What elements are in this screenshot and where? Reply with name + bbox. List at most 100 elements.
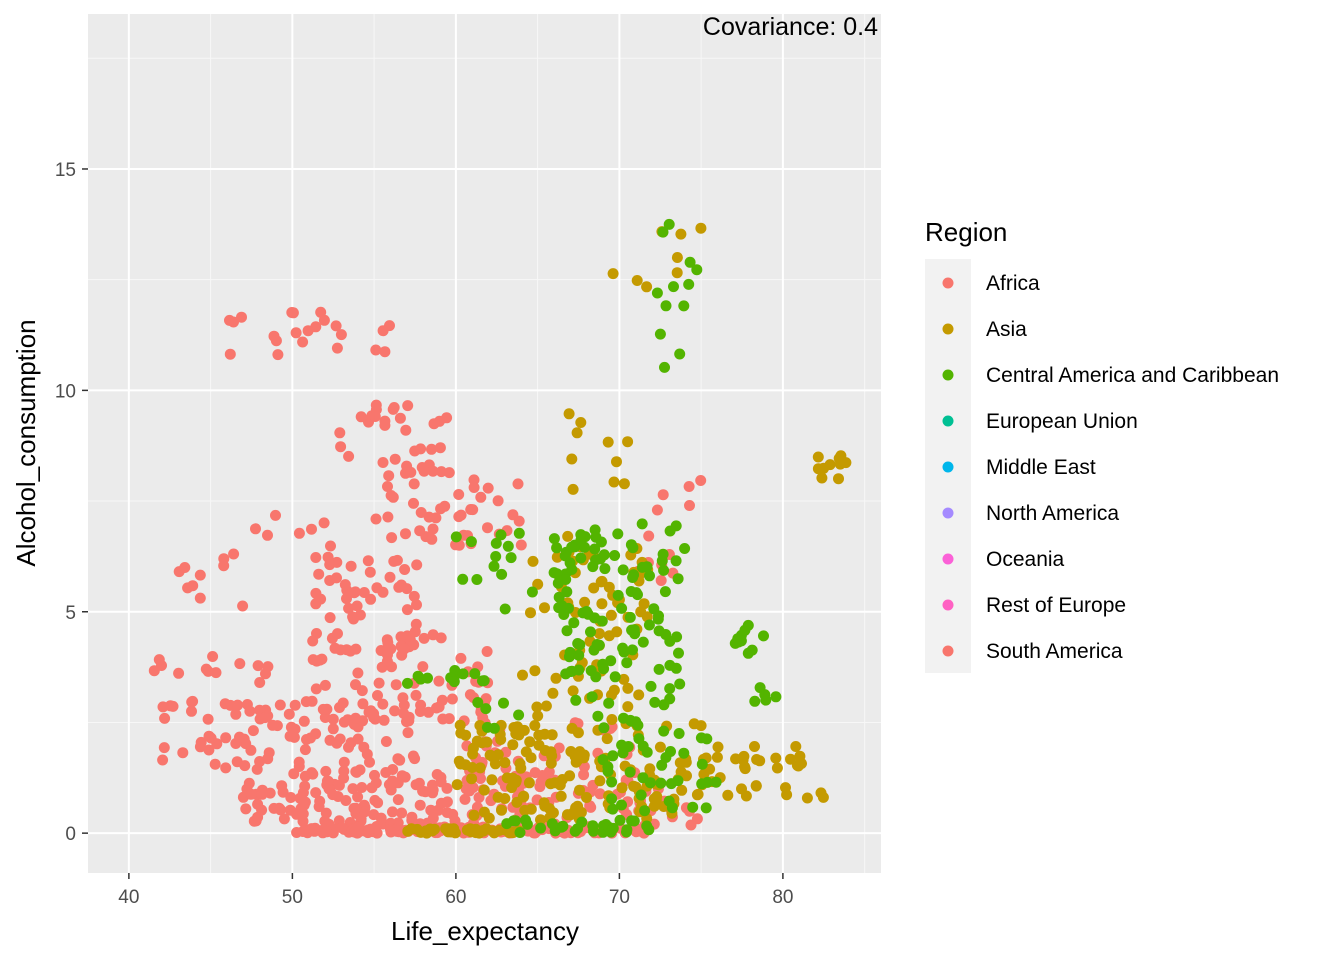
point-africa bbox=[400, 528, 411, 540]
point-central-america-and-caribbean bbox=[498, 697, 509, 709]
point-asia bbox=[754, 755, 766, 767]
point-africa bbox=[302, 325, 314, 337]
point-central-america-and-caribbean bbox=[556, 600, 568, 612]
point-africa bbox=[250, 523, 261, 535]
point-africa bbox=[394, 412, 406, 424]
point-africa bbox=[433, 675, 445, 687]
point-africa bbox=[410, 689, 422, 701]
point-central-america-and-caribbean bbox=[599, 563, 611, 575]
point-africa bbox=[392, 794, 404, 806]
point-asia bbox=[441, 824, 453, 836]
point-asia bbox=[572, 727, 584, 739]
point-asia bbox=[654, 741, 666, 753]
point-africa bbox=[306, 767, 318, 779]
point-africa bbox=[382, 649, 393, 661]
point-africa bbox=[651, 504, 663, 516]
point-central-america-and-caribbean bbox=[598, 722, 610, 734]
point-africa bbox=[695, 475, 707, 486]
point-africa bbox=[387, 491, 399, 503]
point-asia bbox=[834, 458, 846, 470]
point-africa bbox=[392, 777, 404, 789]
legend-label-central-america-and-caribbean: Central America and Caribbean bbox=[986, 364, 1279, 387]
point-central-america-and-caribbean bbox=[626, 815, 638, 827]
point-central-america-and-caribbean bbox=[645, 680, 657, 692]
point-africa bbox=[387, 806, 398, 818]
point-central-america-and-caribbean bbox=[535, 822, 547, 834]
point-central-america-and-caribbean bbox=[564, 557, 576, 569]
point-central-america-and-caribbean bbox=[658, 699, 670, 711]
point-asia bbox=[790, 741, 802, 752]
point-asia bbox=[611, 456, 622, 468]
point-asia bbox=[495, 734, 507, 745]
point-africa bbox=[410, 779, 422, 791]
point-africa bbox=[299, 780, 311, 792]
point-africa bbox=[315, 593, 327, 605]
point-central-america-and-caribbean bbox=[457, 573, 469, 585]
axis-ticks bbox=[82, 168, 784, 879]
point-africa bbox=[307, 635, 319, 647]
point-asia bbox=[545, 746, 557, 758]
point-central-america-and-caribbean bbox=[570, 694, 582, 706]
point-africa bbox=[331, 342, 343, 354]
point-central-america-and-caribbean bbox=[502, 540, 514, 552]
point-central-america-and-caribbean bbox=[617, 564, 629, 576]
point-africa bbox=[393, 581, 405, 593]
point-africa bbox=[443, 467, 455, 479]
point-asia bbox=[515, 762, 527, 774]
point-central-america-and-caribbean bbox=[558, 609, 570, 620]
point-africa bbox=[245, 744, 257, 756]
point-asia bbox=[474, 762, 486, 774]
point-asia bbox=[606, 714, 618, 725]
point-africa bbox=[370, 344, 382, 356]
point-africa bbox=[655, 575, 667, 586]
point-asia bbox=[572, 800, 584, 812]
point-africa bbox=[244, 705, 256, 717]
point-central-america-and-caribbean bbox=[624, 766, 636, 778]
point-africa bbox=[310, 787, 322, 799]
point-africa bbox=[330, 320, 342, 332]
point-central-america-and-caribbean bbox=[649, 696, 661, 708]
point-africa bbox=[287, 307, 299, 319]
point-central-america-and-caribbean bbox=[684, 256, 696, 268]
point-asia bbox=[630, 781, 642, 793]
point-central-america-and-caribbean bbox=[636, 518, 648, 530]
point-asia bbox=[525, 752, 537, 764]
x-tick-label: 50 bbox=[282, 887, 303, 908]
point-asia bbox=[507, 739, 519, 751]
point-central-america-and-caribbean bbox=[663, 218, 675, 230]
x-tick-label: 40 bbox=[118, 887, 139, 908]
point-africa bbox=[157, 701, 169, 713]
point-africa bbox=[450, 539, 462, 551]
point-asia bbox=[815, 787, 827, 799]
point-africa bbox=[321, 775, 333, 787]
point-asia bbox=[671, 267, 683, 279]
point-central-america-and-caribbean bbox=[488, 560, 500, 572]
point-africa bbox=[464, 785, 476, 797]
point-central-america-and-caribbean bbox=[472, 697, 484, 708]
point-africa bbox=[220, 762, 232, 774]
point-asia bbox=[461, 824, 473, 836]
legend-label-european-union: European Union bbox=[986, 410, 1138, 433]
point-africa bbox=[408, 497, 419, 509]
point-central-america-and-caribbean bbox=[603, 697, 615, 709]
point-africa bbox=[435, 503, 447, 515]
point-central-america-and-caribbean bbox=[678, 747, 690, 759]
point-africa bbox=[310, 683, 322, 695]
point-asia bbox=[688, 718, 700, 730]
x-tick-label: 80 bbox=[772, 887, 793, 908]
point-africa bbox=[327, 713, 339, 725]
point-africa bbox=[252, 660, 264, 672]
point-central-america-and-caribbean bbox=[612, 528, 624, 540]
legend-key-rest-of-europe bbox=[942, 599, 954, 611]
point-africa bbox=[234, 731, 245, 743]
point-africa bbox=[319, 679, 331, 691]
point-asia bbox=[547, 807, 559, 819]
point-africa bbox=[492, 495, 504, 507]
point-central-america-and-caribbean bbox=[695, 732, 707, 744]
point-africa bbox=[402, 727, 414, 739]
x-tick-label: 70 bbox=[609, 887, 630, 908]
point-asia bbox=[496, 804, 507, 816]
point-asia bbox=[618, 478, 630, 490]
point-africa bbox=[327, 789, 339, 801]
point-central-america-and-caribbean bbox=[702, 776, 713, 788]
